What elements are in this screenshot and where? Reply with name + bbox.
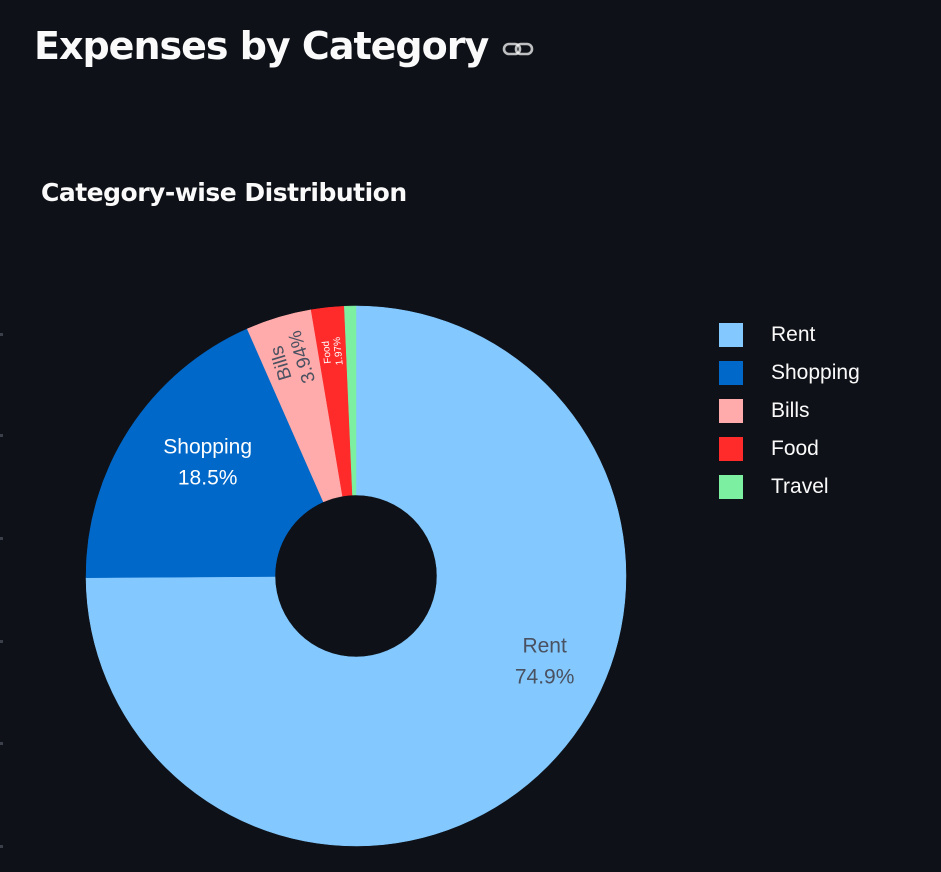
legend-item-travel[interactable]: Travel xyxy=(719,468,860,506)
legend-swatch xyxy=(719,323,743,347)
pie-slice-travel[interactable] xyxy=(344,305,357,496)
legend-label: Bills xyxy=(771,399,810,422)
legend-item-shopping[interactable]: Shopping xyxy=(719,354,860,392)
slice-label-rent: Rent xyxy=(522,634,567,657)
legend-label: Shopping xyxy=(771,361,860,384)
slice-value-rent: 74.9% xyxy=(515,665,575,688)
edge-tick xyxy=(0,640,3,643)
legend-label: Travel xyxy=(771,475,829,498)
legend-swatch xyxy=(719,475,743,499)
edge-tick xyxy=(0,434,3,437)
slice-label-shopping: Shopping xyxy=(163,435,252,458)
link-icon[interactable] xyxy=(502,38,536,60)
page-title: Expenses by Category xyxy=(34,24,489,68)
pie-slice-shopping[interactable] xyxy=(85,328,324,578)
edge-tick xyxy=(0,537,3,540)
legend-item-food[interactable]: Food xyxy=(719,430,860,468)
legend-item-bills[interactable]: Bills xyxy=(719,392,860,430)
chart-legend: Rent Shopping Bills Food Travel xyxy=(719,316,860,506)
slice-value-shopping: 18.5% xyxy=(178,466,238,489)
edge-tick xyxy=(0,333,3,336)
edge-tick xyxy=(0,742,3,745)
legend-swatch xyxy=(719,399,743,423)
legend-swatch xyxy=(719,361,743,385)
legend-swatch xyxy=(719,437,743,461)
slice-value-food: 1.97% xyxy=(332,336,346,365)
legend-label: Rent xyxy=(771,323,816,346)
legend-label: Food xyxy=(771,437,819,460)
pie-slice-rent[interactable] xyxy=(85,305,627,847)
title-row: Expenses by Category xyxy=(34,18,536,74)
chart-title: Category-wise Distribution xyxy=(41,178,407,207)
slice-label-food: Food xyxy=(321,340,334,364)
edge-tick xyxy=(0,845,3,848)
legend-item-rent[interactable]: Rent xyxy=(719,316,860,354)
